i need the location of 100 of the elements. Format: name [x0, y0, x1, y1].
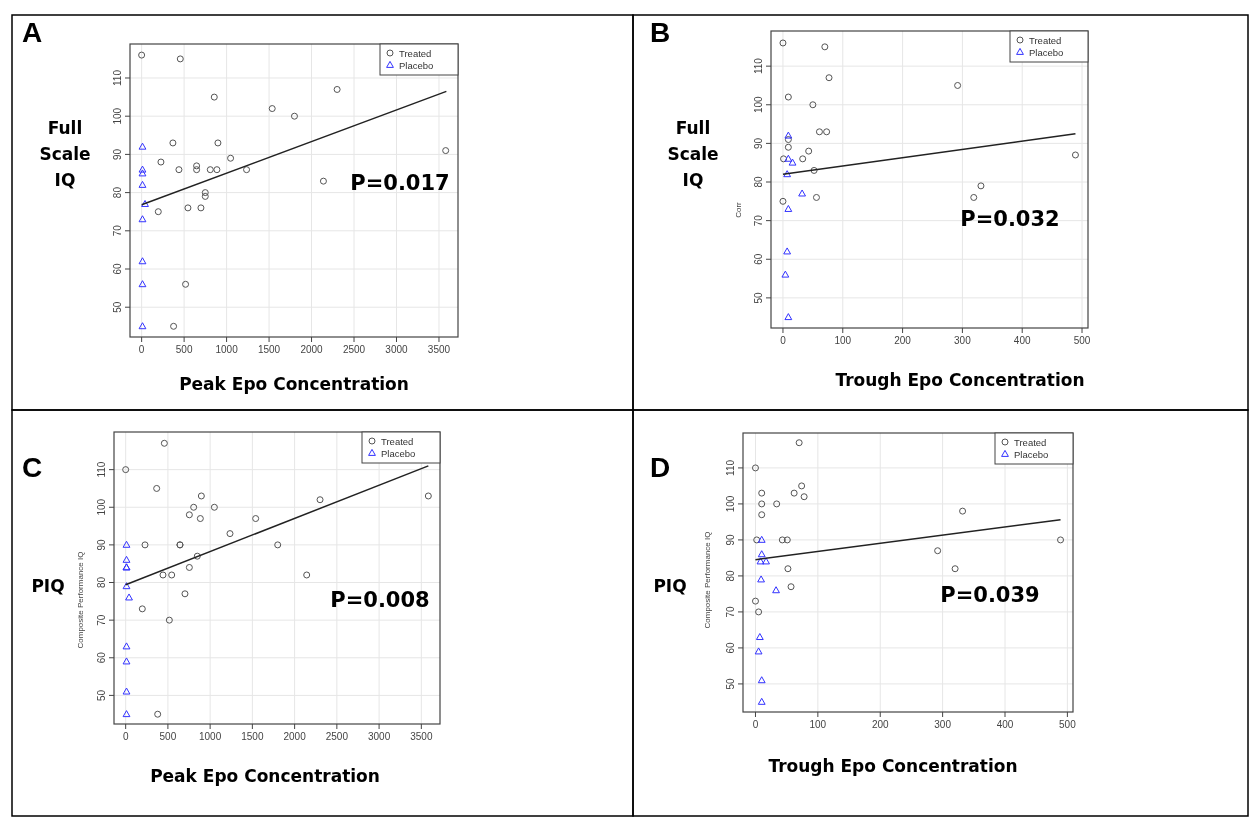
legend-label: Treated [399, 47, 432, 59]
x-axis-title: Trough Epo Concentration [768, 756, 1018, 776]
annotation: P=0.039 [940, 583, 1040, 607]
x-tick-label: 500 [159, 731, 177, 742]
point [784, 143, 792, 151]
point [823, 128, 831, 136]
point [772, 586, 780, 594]
point [138, 280, 147, 288]
point [787, 583, 795, 591]
y-tick-label: 50 [96, 689, 107, 701]
point [442, 147, 450, 155]
point [790, 489, 798, 497]
point [758, 500, 766, 508]
point [977, 182, 985, 190]
point [783, 247, 792, 255]
point [784, 93, 792, 101]
point [424, 492, 432, 500]
point [138, 169, 147, 177]
point [122, 687, 131, 695]
y-tick-label: 60 [753, 253, 764, 265]
legend-label: Treated [1014, 436, 1047, 448]
point [757, 697, 766, 705]
y-tick-label: 50 [753, 291, 764, 304]
text: Composite Performance IQ [703, 531, 712, 629]
point [138, 165, 147, 173]
point [779, 197, 787, 205]
point [206, 166, 214, 174]
point [122, 540, 131, 548]
x-tick-label: 2500 [325, 731, 349, 742]
point [226, 530, 234, 538]
y-tick-label: 80 [725, 569, 736, 582]
x-tick-label: 0 [122, 731, 129, 742]
y-tick-label: 90 [96, 538, 107, 551]
point [190, 503, 198, 511]
point [138, 605, 146, 613]
x-tick-label: 0 [752, 719, 759, 730]
y-tick-label: 60 [96, 651, 107, 664]
point [784, 565, 792, 573]
point [959, 507, 967, 515]
text: C [22, 452, 43, 483]
point [154, 710, 162, 718]
point [319, 177, 327, 185]
point [954, 81, 962, 89]
x-tick-label: 100 [834, 335, 852, 346]
point [951, 565, 959, 573]
point [252, 515, 260, 523]
point [762, 557, 770, 565]
point [784, 136, 792, 144]
legend-label: Treated [381, 435, 414, 447]
point [159, 571, 167, 579]
point [758, 511, 766, 519]
x-tick-label: 500 [175, 344, 193, 355]
chart-title: B [650, 17, 671, 48]
point [812, 193, 820, 201]
legend-label: Placebo [1014, 448, 1049, 460]
point [780, 155, 788, 163]
y-tick-label: 100 [112, 107, 123, 125]
point [810, 166, 818, 174]
y-tick-label: 110 [725, 459, 736, 476]
y-tick-label: 110 [96, 461, 107, 478]
point [970, 193, 978, 201]
x-axis-title: Peak Epo Concentration [179, 374, 409, 394]
y-tick-label: 100 [96, 498, 107, 516]
point [122, 555, 131, 563]
y-tick-label: 70 [753, 214, 764, 227]
y-axis-title: Full Scale IQ [39, 118, 91, 190]
y-axis-title: PIQ [31, 576, 65, 596]
point [138, 215, 147, 223]
point [138, 51, 146, 59]
y-tick-label: 110 [112, 69, 123, 86]
point [800, 493, 808, 501]
point [757, 575, 765, 583]
chart-title: A [22, 17, 43, 48]
point [153, 484, 161, 492]
x-tick-label: 300 [934, 719, 952, 730]
point [141, 541, 149, 549]
point [201, 192, 209, 200]
point [290, 112, 298, 120]
point [751, 464, 759, 472]
legend-label: Placebo [1029, 46, 1064, 58]
point [798, 189, 806, 197]
point [805, 147, 813, 155]
point [778, 536, 786, 544]
x-axis-title: Peak Epo Concentration [150, 766, 380, 786]
y-tick-label: 70 [112, 224, 123, 237]
x-tick-label: 200 [894, 335, 912, 346]
point [138, 180, 147, 188]
point [168, 571, 176, 579]
point [783, 536, 791, 544]
point [184, 204, 192, 212]
point [185, 563, 193, 571]
point [122, 657, 131, 665]
point [175, 166, 183, 174]
point [773, 500, 781, 508]
point [214, 139, 222, 147]
point [788, 158, 797, 166]
point [757, 535, 766, 543]
point [316, 496, 324, 504]
y-tick-label: 90 [725, 533, 736, 546]
point [815, 128, 823, 136]
